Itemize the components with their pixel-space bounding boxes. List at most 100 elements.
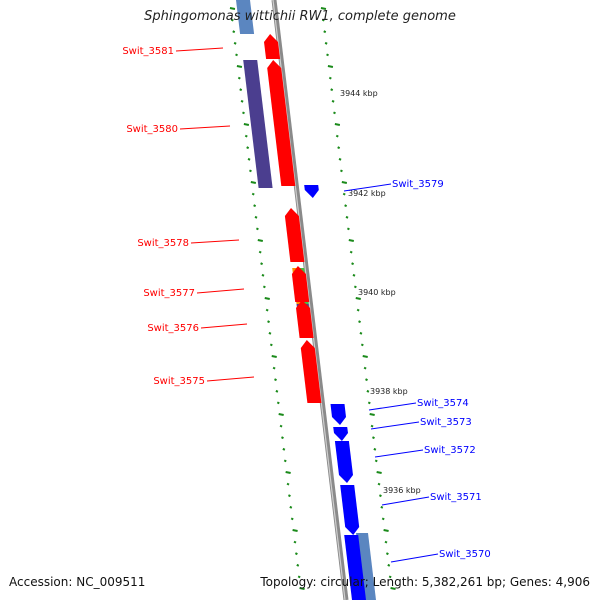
tick-mark — [281, 436, 284, 440]
gene-label[interactable]: Swit_3571 — [430, 492, 482, 503]
gene-arrow-swit-3573[interactable] — [333, 427, 348, 441]
tick-mark — [233, 41, 237, 45]
gene-arrow-swit-3580[interactable] — [267, 60, 296, 186]
gene-arrow-swit-3572[interactable] — [334, 441, 353, 483]
gene-label[interactable]: Swit_3574 — [417, 398, 469, 409]
gene-leader-line — [200, 323, 248, 329]
scale-labels: 3944 kbp 3942 kbp 3940 kbp 3938 kbp 3936 kbp — [340, 89, 421, 495]
tick-mark — [369, 413, 375, 416]
tick-mark — [380, 505, 384, 509]
gene-arrow-swit-3571[interactable] — [340, 485, 360, 535]
tick-mark — [243, 123, 250, 126]
scale-label: 3942 kbp — [348, 189, 386, 198]
tick-mark — [328, 76, 332, 80]
gene-label[interactable]: Swit_3579 — [392, 179, 444, 190]
tick-mark — [255, 227, 259, 231]
tick-mark — [286, 482, 290, 486]
gene-arrow-swit-3578[interactable] — [284, 208, 305, 262]
gene-label[interactable]: Swit_3581 — [122, 46, 174, 57]
tick-mark — [335, 134, 339, 138]
tick-mark — [239, 88, 243, 92]
accession-text: Accession: NC_009511 — [9, 575, 146, 589]
gene-label[interactable]: Swit_3575 — [153, 376, 205, 387]
scale-label: 3936 kbp — [383, 486, 421, 495]
tick-mark — [251, 192, 255, 196]
tick-mark — [264, 297, 270, 300]
tick-mark — [366, 389, 370, 393]
tick-mark — [278, 413, 284, 416]
gene-arrow-swit-3579[interactable] — [304, 185, 319, 198]
tick-mark — [385, 552, 389, 556]
tick-mark — [348, 239, 354, 242]
tick-mark — [230, 18, 234, 22]
tick-mark — [258, 250, 262, 254]
tick-mark — [292, 529, 298, 532]
tick-mark — [345, 215, 349, 219]
tick-mark — [388, 575, 392, 579]
tick-mark — [330, 88, 334, 92]
tick-mark — [324, 41, 328, 45]
gene-label[interactable]: Swit_3577 — [143, 288, 195, 299]
gene-arrow-swit-3575[interactable] — [300, 340, 322, 403]
tick-mark — [274, 378, 277, 382]
gene-label[interactable]: Swit_3580 — [126, 124, 178, 135]
tick-mark — [362, 355, 368, 358]
gene-arrow-swit-3576[interactable] — [296, 300, 314, 338]
gene-label[interactable]: Swit_3573 — [420, 417, 472, 428]
tick-mark — [285, 471, 291, 474]
tick-mark — [341, 181, 348, 184]
gene-label[interactable]: Swit_3576 — [147, 323, 199, 334]
gene-arrows — [264, 34, 366, 600]
gene-leader-line — [374, 449, 424, 458]
scale-label: 3944 kbp — [340, 89, 378, 98]
tick-mark — [246, 146, 250, 150]
gene-arrow-swit-3577[interactable] — [291, 266, 310, 302]
tick-mark — [321, 18, 325, 22]
tick-mark — [378, 494, 382, 498]
tick-mark — [360, 343, 364, 347]
gene-leader-line — [196, 288, 245, 294]
tick-mark — [272, 366, 276, 370]
tick-mark — [249, 169, 252, 173]
tick-mark — [240, 99, 244, 103]
feature-block-bottom[interactable] — [356, 533, 376, 600]
tick-mark — [250, 181, 257, 184]
tick-mark — [271, 355, 277, 358]
tick-mark — [333, 111, 336, 115]
tick-mark — [276, 401, 280, 405]
tick-mark — [279, 424, 283, 428]
tick-mark — [349, 250, 353, 254]
tick-mark — [351, 262, 355, 266]
gene-label[interactable]: Swit_3578 — [137, 238, 189, 249]
gene-arrow-swit-3581[interactable] — [264, 34, 281, 59]
gene-label[interactable]: Swit_3570 — [439, 549, 491, 560]
tick-mark — [287, 494, 291, 498]
tick-mark — [352, 273, 356, 277]
gene-labels: Swit_3581 Swit_3580 Swit_3579 Swit_3578 Swit… — [122, 46, 491, 563]
gene-arrow-swit-3570[interactable] — [344, 535, 366, 600]
tick-mark — [253, 204, 257, 208]
tick-mark — [320, 7, 327, 10]
feature-block-swit-3580[interactable] — [243, 60, 273, 188]
tick-mark — [390, 587, 396, 590]
tick-mark — [372, 436, 375, 440]
tick-mark — [363, 366, 367, 370]
tick-mark — [232, 30, 236, 34]
tick-mark — [262, 285, 266, 289]
tick-mark — [290, 517, 294, 521]
gene-label[interactable]: Swit_3572 — [424, 445, 476, 456]
tick-mark — [229, 7, 236, 10]
gene-arrow-swit-3574[interactable] — [330, 404, 347, 425]
genome-backbone — [271, 0, 349, 600]
gene-leader-line — [390, 553, 439, 563]
scale-label: 3938 kbp — [370, 387, 408, 396]
tick-mark — [337, 146, 341, 150]
tick-mark — [355, 297, 361, 300]
right-tick-marks — [320, 7, 396, 590]
tick-mark — [242, 111, 245, 115]
tick-mark — [244, 134, 248, 138]
feature-block-top[interactable] — [236, 0, 255, 34]
tick-mark — [327, 65, 334, 68]
tick-mark — [282, 447, 286, 451]
gene-leader-line — [343, 183, 392, 192]
